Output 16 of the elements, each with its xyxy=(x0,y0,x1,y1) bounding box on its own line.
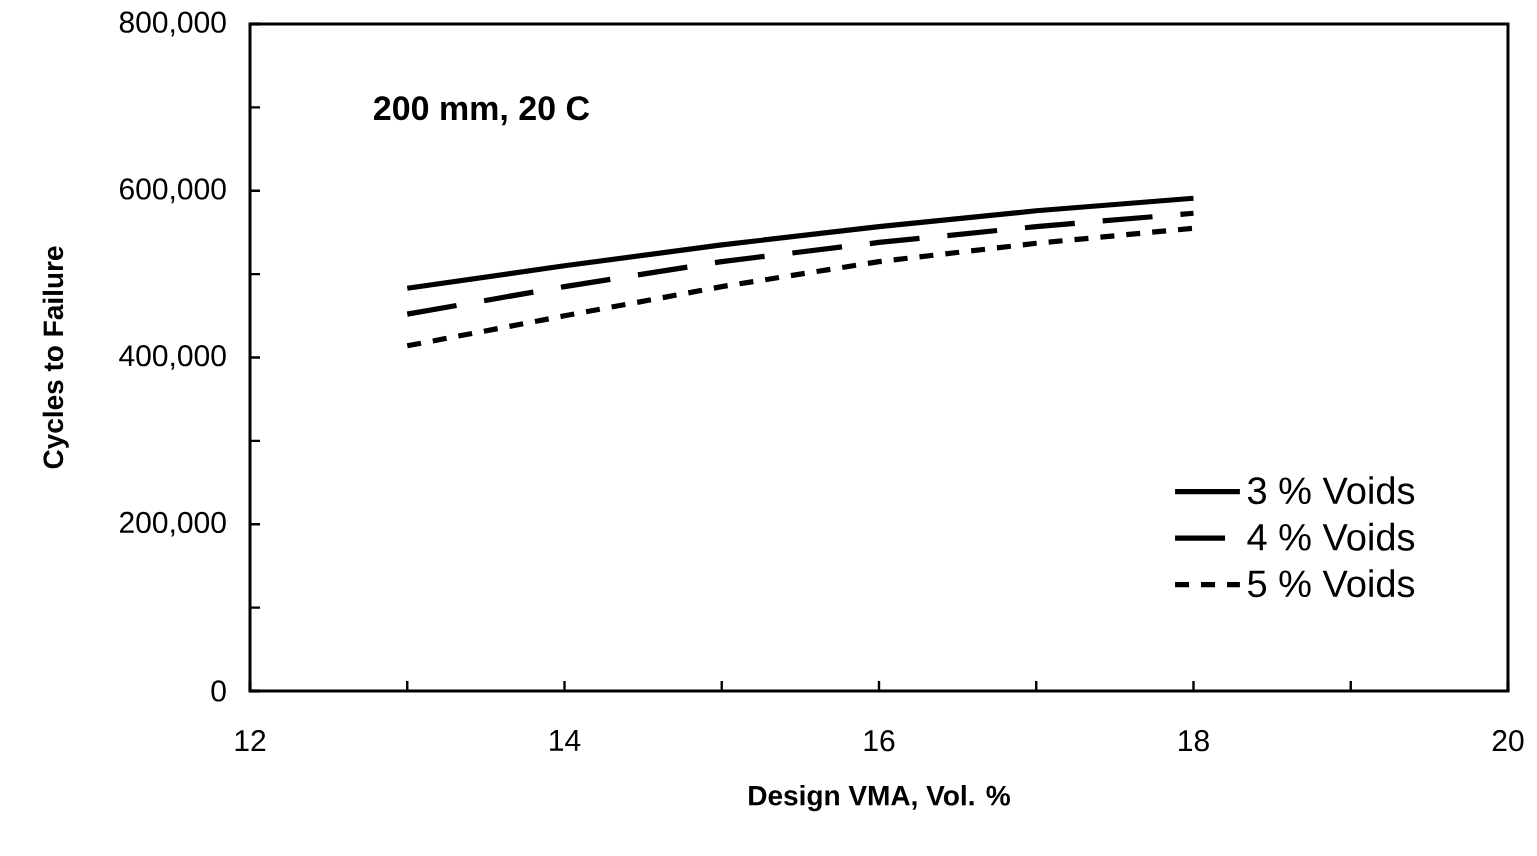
y-tick-label: 800,000 xyxy=(119,11,226,37)
y-tick-label: 0 xyxy=(211,680,226,702)
x-tick-label: 20 xyxy=(1492,730,1524,752)
annotation: 200 mm, 20 C xyxy=(373,96,590,126)
x-axis-title: Design VMA, Vol. % xyxy=(749,785,1010,812)
y-tick-label: 200,000 xyxy=(120,511,226,537)
y-axis-title: Cycles to Failure xyxy=(42,246,69,469)
legend-label: 5 % Voids xyxy=(1248,569,1415,598)
x-tick-label: 18 xyxy=(1179,730,1209,752)
y-tick-label: 400,000 xyxy=(119,345,226,370)
y-tick-label: 600,000 xyxy=(120,178,226,204)
x-tick-label: 12 xyxy=(235,730,266,751)
legend-label: 4 % Voids xyxy=(1247,522,1415,551)
legend-label: 3 % Voids xyxy=(1247,476,1415,505)
x-tick-label: 14 xyxy=(550,730,581,751)
x-tick-label: 16 xyxy=(864,730,895,752)
